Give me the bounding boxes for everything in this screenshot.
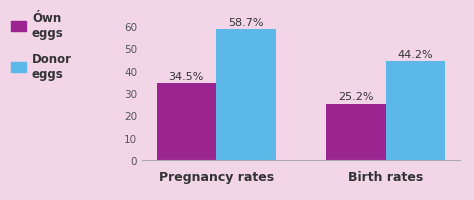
Text: 25.2%: 25.2% bbox=[338, 92, 374, 102]
Bar bbox=[156, 84, 216, 160]
Legend: Ówn
eggs, Donor
eggs: Ówn eggs, Donor eggs bbox=[10, 12, 72, 81]
Text: 58.7%: 58.7% bbox=[228, 18, 264, 28]
Bar bbox=[386, 62, 446, 160]
Text: 34.5%: 34.5% bbox=[169, 71, 204, 81]
Bar bbox=[327, 104, 386, 160]
Text: 44.2%: 44.2% bbox=[398, 50, 433, 60]
Bar bbox=[216, 30, 275, 160]
